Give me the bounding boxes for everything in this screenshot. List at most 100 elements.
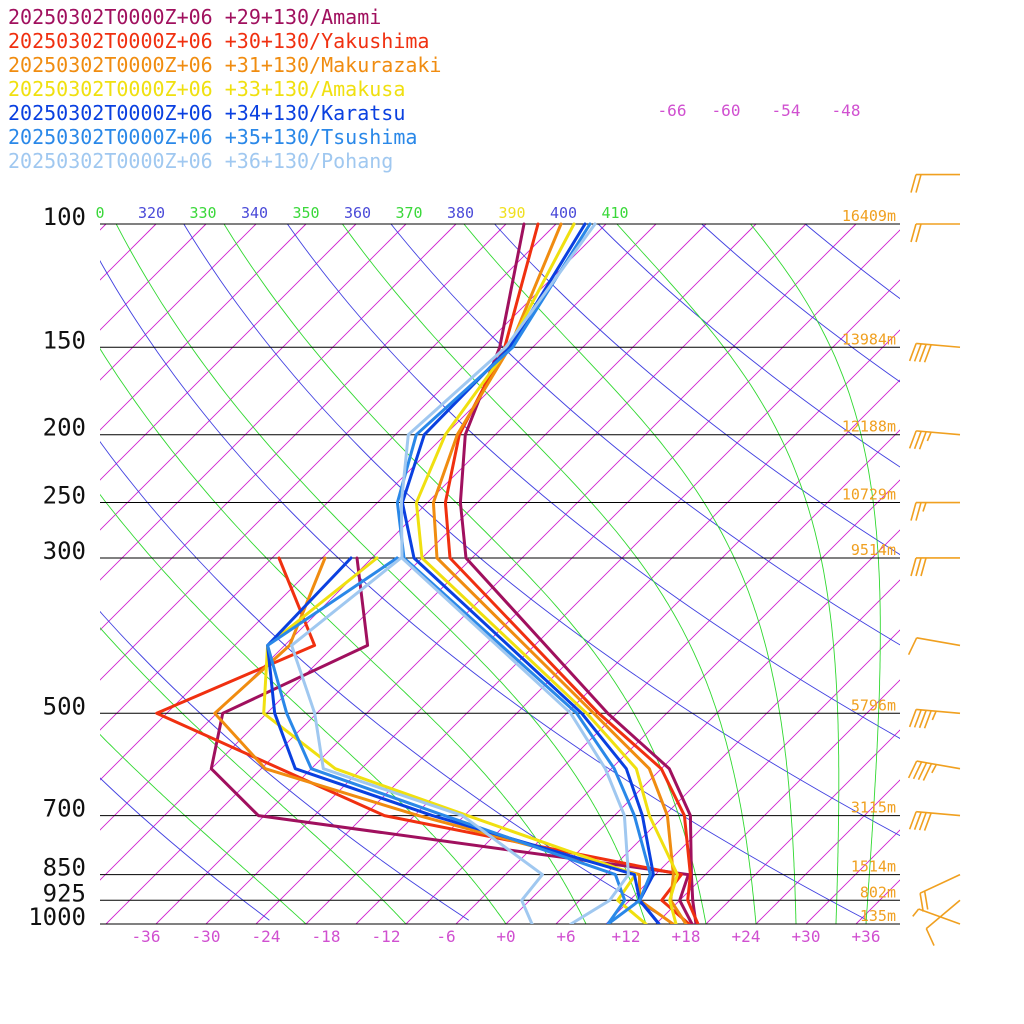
legend-entry: 20250302T0000Z+06 +30+130/Yakushima (8, 29, 429, 53)
pressure-label: 250 (43, 482, 86, 510)
temperature-tick-label: -30 (192, 927, 221, 946)
theta-label: 380 (447, 204, 474, 222)
upper-isotherm-label: -54 (772, 101, 801, 120)
wind-barb (910, 173, 960, 193)
upper-isotherm-label: -48 (832, 101, 861, 120)
theta-label: 330 (189, 204, 216, 222)
temperature-tick-label: +24 (732, 927, 761, 946)
temperature-tick-label: -12 (372, 927, 401, 946)
theta-label: 400 (550, 204, 577, 222)
theta-label: 340 (241, 204, 268, 222)
temperature-tick-label: -18 (312, 927, 341, 946)
pressure-label: 1000 (28, 903, 86, 931)
isotherm-line (105, 223, 807, 924)
dewpoint-profile-line (266, 556, 661, 924)
wind-barb (910, 557, 960, 577)
height-label: 3115m (851, 799, 896, 817)
temperature-tick-label: -24 (252, 927, 281, 946)
temperature-tick-label: -6 (436, 927, 455, 946)
isotherm-line (355, 379, 900, 924)
legend: 20250302T0000Z+06 +29+130/Amami20250302T… (8, 5, 441, 173)
wind-barb (912, 908, 961, 925)
dewpoint-profile-line (266, 556, 627, 924)
height-label: 12188m (842, 418, 896, 436)
wind-barb (910, 223, 960, 243)
isotherm-line (100, 223, 507, 631)
pressure-label: 850 (43, 854, 86, 882)
wind-barb (908, 430, 961, 450)
pressure-label: 700 (43, 795, 86, 823)
isotherm-line (100, 223, 407, 531)
isotherm-line (455, 479, 900, 924)
wind-barb (907, 760, 961, 781)
isotherm-line (100, 223, 457, 581)
wind-barb (925, 899, 961, 946)
isotherm-line (100, 223, 257, 381)
height-label: 5796m (851, 696, 896, 714)
dry-adiabat-line (286, 223, 900, 739)
isotherm-line (255, 279, 900, 924)
dry-adiabat-line (597, 223, 900, 468)
wind-barb (908, 342, 961, 363)
isotherm-line (205, 229, 900, 924)
wind-barb (910, 501, 960, 521)
legend-entry: 20250302T0000Z+06 +35+130/Tsushima (8, 125, 417, 149)
legend-entry: 20250302T0000Z+06 +36+130/Pohang (8, 149, 393, 173)
dry-adiabat-line (390, 223, 900, 646)
temperature-tick-label: +12 (612, 927, 641, 946)
wind-barb (908, 708, 961, 729)
isotherm-line (155, 223, 857, 924)
temperature-tick-label: +18 (672, 927, 701, 946)
upper-isotherm-label: -60 (712, 101, 741, 120)
isotherm-line (505, 529, 900, 924)
temperature-tick-label: +0 (496, 927, 515, 946)
isotherm-line (100, 223, 307, 431)
dewpoint-profile-line (155, 556, 691, 924)
isotherm-line (100, 223, 757, 881)
wind-barb (908, 810, 961, 831)
legend-entry: 20250302T0000Z+06 +29+130/Amami (8, 5, 381, 29)
height-label: 1514m (851, 858, 896, 876)
isotherm-line (100, 223, 557, 681)
theta-label: 390 (498, 204, 525, 222)
pressure-label: 925 (43, 879, 86, 907)
dry-adiabat-line (100, 441, 669, 921)
legend-entry: 20250302T0000Z+06 +34+130/Karatsu (8, 101, 405, 125)
temperature-profile-line (399, 222, 630, 924)
isotherm-line (755, 779, 900, 924)
wind-barb-layer (907, 173, 961, 946)
height-label: 9514m (851, 541, 896, 559)
theta-label: 370 (395, 204, 422, 222)
dry-adiabat-line (701, 223, 900, 383)
isotherm-line (705, 729, 900, 924)
temperature-tick-label: +30 (792, 927, 821, 946)
height-label: 10729m (842, 486, 896, 504)
temperature-profile-line (400, 222, 661, 924)
dry-adiabat-line (183, 223, 900, 837)
theta-label: 350 (292, 204, 319, 222)
temperature-profile-line (431, 222, 688, 924)
isobar-layer (100, 223, 900, 925)
pressure-label: 300 (43, 537, 86, 565)
theta-label: 410 (601, 204, 628, 222)
dewpoint-profile-line (290, 556, 544, 924)
theta-label: 0 (95, 204, 104, 222)
isotherm-line (405, 429, 900, 924)
dry-adiabat-line (100, 610, 469, 921)
temperature-profile-line (395, 222, 652, 924)
wind-barb (919, 873, 961, 912)
upper-isotherm-label: -66 (658, 101, 687, 120)
pressure-label: 150 (43, 326, 86, 354)
isotherm-line (605, 629, 900, 924)
height-label: 135m (860, 907, 896, 925)
temperature-tick-label: -36 (132, 927, 161, 946)
temperature-profile-line (414, 222, 679, 924)
dry-adiabat-line (100, 777, 270, 921)
profile-layer (155, 222, 700, 924)
height-label: 13984m (842, 330, 896, 348)
temperature-tick-label: +36 (852, 927, 881, 946)
pressure-label: 100 (43, 203, 86, 231)
height-label: 802m (860, 883, 896, 901)
